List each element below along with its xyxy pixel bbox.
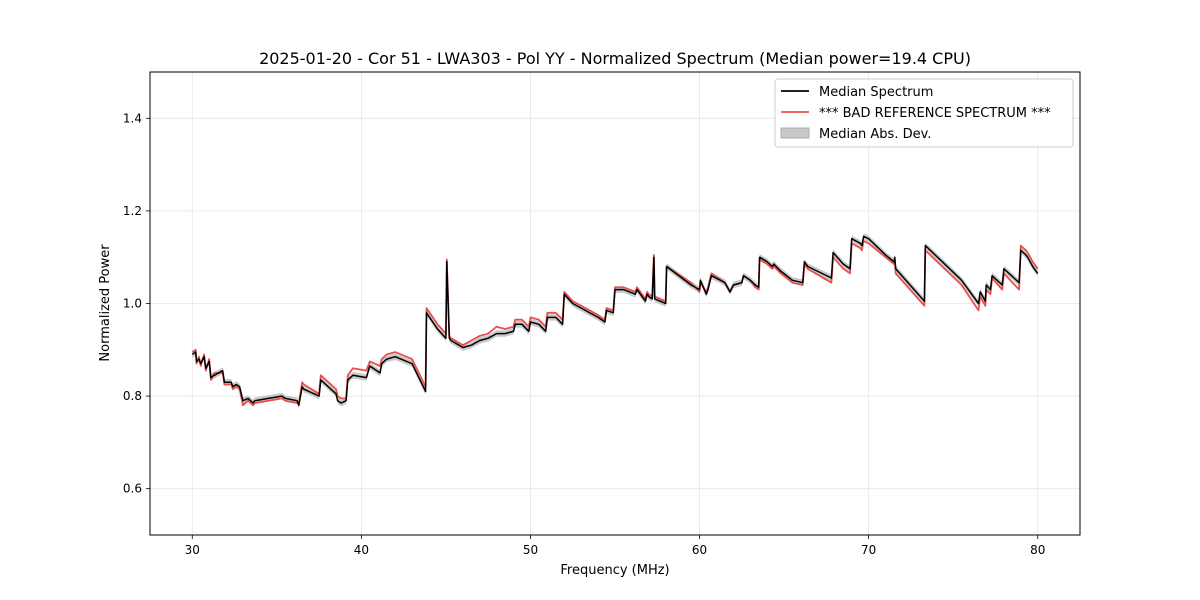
- y-axis-ticks: 0.6 0.8 1.0 1.2 1.4: [123, 111, 150, 496]
- legend: Median Spectrum *** BAD REFERENCE SPECTRU…: [774, 78, 1074, 148]
- y-tick-label: 1.4: [123, 111, 142, 125]
- legend-label: Median Abs. Dev.: [819, 127, 931, 142]
- y-tick-label: 0.8: [123, 389, 142, 403]
- median-spectrum-line: [191, 235, 1039, 407]
- bad-reference-line: [191, 240, 1039, 407]
- x-tick-label: 30: [185, 543, 200, 557]
- legend-swatch-patch: [780, 127, 810, 139]
- x-tick-label: 50: [523, 543, 538, 557]
- y-axis-label: Normalized Power: [98, 244, 113, 362]
- mad-band-area: [192, 233, 1038, 409]
- chart-title: 2025-01-20 - Cor 51 - LWA303 - Pol YY - …: [259, 49, 971, 68]
- x-tick-label: 70: [861, 543, 876, 557]
- x-tick-label: 40: [354, 543, 369, 557]
- y-tick-label: 0.6: [123, 482, 142, 496]
- x-tick-label: 60: [692, 543, 707, 557]
- x-axis-ticks: 30 40 50 60 70 80: [185, 535, 1045, 557]
- legend-label: Median Spectrum: [819, 85, 933, 100]
- y-tick-label: 1.2: [123, 204, 142, 218]
- median-abs-dev-band: [192, 233, 1038, 409]
- y-tick-label: 1.0: [123, 297, 142, 311]
- x-axis-label: Frequency (MHz): [560, 563, 669, 578]
- x-tick-label: 80: [1030, 543, 1045, 557]
- legend-box: [774, 78, 1074, 148]
- series-lines: [191, 235, 1039, 407]
- legend-label: *** BAD REFERENCE SPECTRUM ***: [819, 106, 1051, 121]
